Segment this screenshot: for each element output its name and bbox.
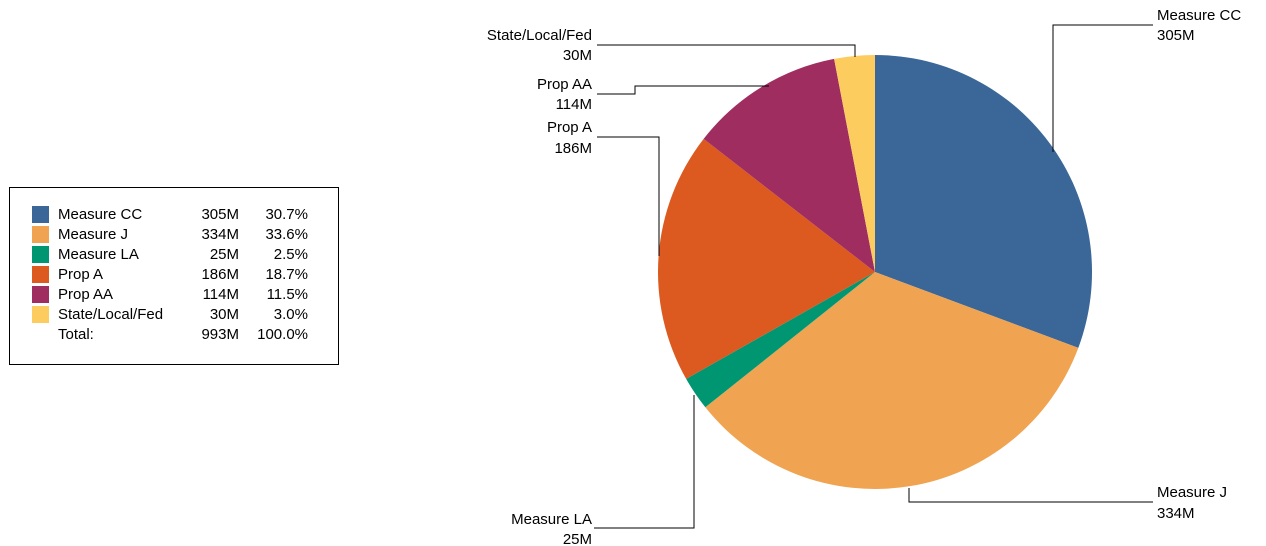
- slice-label-name: Measure CC: [1157, 7, 1241, 24]
- legend-row: Measure LA 25M 2.5%: [10, 245, 338, 265]
- legend-value: 334M: [201, 226, 239, 243]
- legend-label: Measure CC: [58, 206, 143, 223]
- legend-value: 25M: [209, 246, 239, 263]
- leader-line-prop-aa: [597, 85, 769, 95]
- legend-row: State/Local/Fed 30M 3.0%: [10, 305, 338, 325]
- legend-value: 30M: [209, 306, 239, 323]
- leader-lines: [594, 24, 1153, 529]
- leader-line-measure-j: [908, 488, 1153, 503]
- slice-label-value: 25M: [563, 531, 592, 546]
- legend-swatch: [32, 226, 49, 243]
- legend-percent: 33.6%: [265, 226, 308, 243]
- legend-label: Prop AA: [58, 286, 114, 303]
- slice-label-name: Prop AA: [537, 76, 592, 93]
- slice-label-value: 114M: [556, 96, 592, 113]
- legend-percent: 30.7%: [265, 206, 308, 223]
- legend-percent: 18.7%: [265, 266, 308, 283]
- leader-line-measure-la: [594, 395, 695, 529]
- slice-label-value: 30M: [563, 47, 592, 64]
- slice-label-name: Measure LA: [511, 511, 592, 528]
- pie-slice-prop-a: [658, 138, 875, 379]
- legend-label: Measure J: [58, 226, 129, 243]
- slice-label-name: State/Local/Fed: [487, 27, 592, 44]
- legend-swatch: [32, 286, 49, 303]
- slice-label-name: Prop A: [547, 119, 592, 136]
- legend-swatch: [32, 266, 49, 283]
- legend-label: State/Local/Fed: [58, 306, 164, 323]
- legend-row: Prop AA 114M 11.5%: [10, 285, 338, 305]
- legend-total-percent: 100.0%: [257, 326, 308, 343]
- legend-label: Prop A: [58, 266, 104, 283]
- leader-line-prop-a: [597, 136, 660, 256]
- legend-row: Measure J 334M 33.6%: [10, 225, 338, 245]
- legend-percent: 3.0%: [273, 306, 308, 323]
- legend: Measure CC 305M 30.7% Measure J 334M 33.…: [9, 187, 339, 365]
- legend-total-label: Total:: [58, 326, 94, 343]
- legend-swatch: [32, 306, 49, 323]
- legend-swatch: [32, 246, 49, 263]
- legend-value: 186M: [201, 266, 239, 283]
- legend-percent: 11.5%: [266, 286, 308, 303]
- slice-label-value: 305M: [1157, 27, 1195, 44]
- pie-slice-state-local-fed: [834, 55, 875, 272]
- slice-label-value: 334M: [1157, 505, 1195, 522]
- leader-line-measure-cc: [1052, 24, 1153, 152]
- legend-total-value: 993M: [201, 326, 239, 343]
- legend-label: Measure LA: [58, 246, 139, 263]
- slice-label-value: 186M: [554, 140, 592, 157]
- pie-slice-measure-j: [705, 272, 1079, 490]
- legend-total-row: Total: 993M 100.0%: [10, 325, 338, 345]
- legend-row: Prop A 186M 18.7%: [10, 265, 338, 285]
- slice-labels: Measure CC 305M Measure J 334M Measure L…: [487, 7, 1241, 546]
- pie-slice-prop-aa: [703, 58, 875, 272]
- pie-slices: [658, 55, 1093, 490]
- legend-row: Measure CC 305M 30.7%: [10, 205, 338, 225]
- pie-slice-measure-cc: [875, 55, 1093, 348]
- leader-line-state-local-fed: [597, 44, 856, 57]
- pie-slice-measure-la: [686, 272, 875, 408]
- legend-value: 305M: [201, 206, 239, 223]
- legend-swatch: [32, 206, 49, 223]
- legend-percent: 2.5%: [273, 246, 308, 263]
- slice-label-name: Measure J: [1157, 484, 1227, 501]
- legend-value: 114M: [202, 286, 239, 303]
